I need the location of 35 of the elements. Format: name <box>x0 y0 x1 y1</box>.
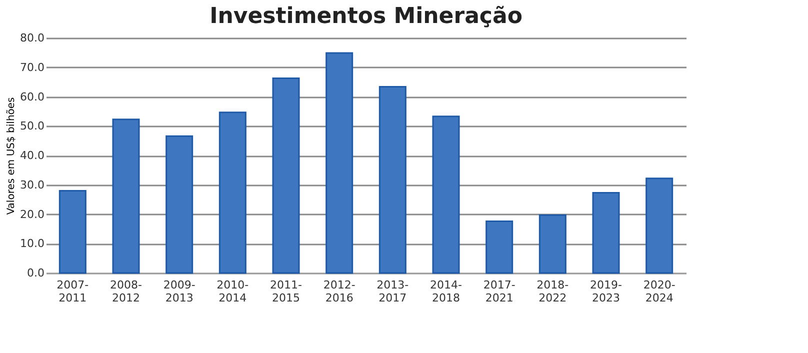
y-tick-label: 80.0 <box>20 32 44 44</box>
y-tick-label: 40.0 <box>20 149 44 162</box>
bar <box>272 77 300 274</box>
bar <box>166 135 194 274</box>
y-tick-label: 70.0 <box>20 60 44 74</box>
x-tick-label: 2020-2024 <box>643 278 676 304</box>
bar <box>58 190 86 274</box>
y-tick-label: 50.0 <box>20 120 44 133</box>
x-tick-label: 2018-2022 <box>536 278 569 304</box>
y-tick-label: 60.0 <box>20 90 44 104</box>
x-tick-label: 2011-2015 <box>270 278 302 304</box>
x-tick-label: 2017-2021 <box>483 278 516 304</box>
bar <box>378 86 406 274</box>
bar <box>432 116 460 274</box>
y-tick-label: 20.0 <box>20 208 44 221</box>
x-tick-label: 2014-2018 <box>430 278 462 304</box>
bar <box>218 112 246 274</box>
chart-title: Investimentos Mineração <box>210 4 522 29</box>
x-tick-label: 2019-2023 <box>590 278 622 304</box>
y-tick-label: 30.0 <box>20 178 44 192</box>
y-tick-label: 0.0 <box>27 266 44 280</box>
bar <box>646 178 674 274</box>
x-tick-label: 2010-2014 <box>216 278 249 304</box>
bar <box>592 192 620 274</box>
bar <box>112 118 140 274</box>
y-axis-title: Valores em US$ bilhões <box>6 97 18 215</box>
x-tick-label: 2007-2011 <box>56 278 89 304</box>
x-tick-label: 2013-2017 <box>376 278 409 304</box>
x-tick-label: 2012-2016 <box>323 278 356 304</box>
y-tick-label: 10.0 <box>20 237 44 250</box>
bar <box>486 220 514 274</box>
x-tick-label: 2009-2013 <box>163 278 196 304</box>
bar <box>326 52 354 274</box>
x-tick-label: 2008-2012 <box>110 278 142 304</box>
bar <box>538 214 566 274</box>
